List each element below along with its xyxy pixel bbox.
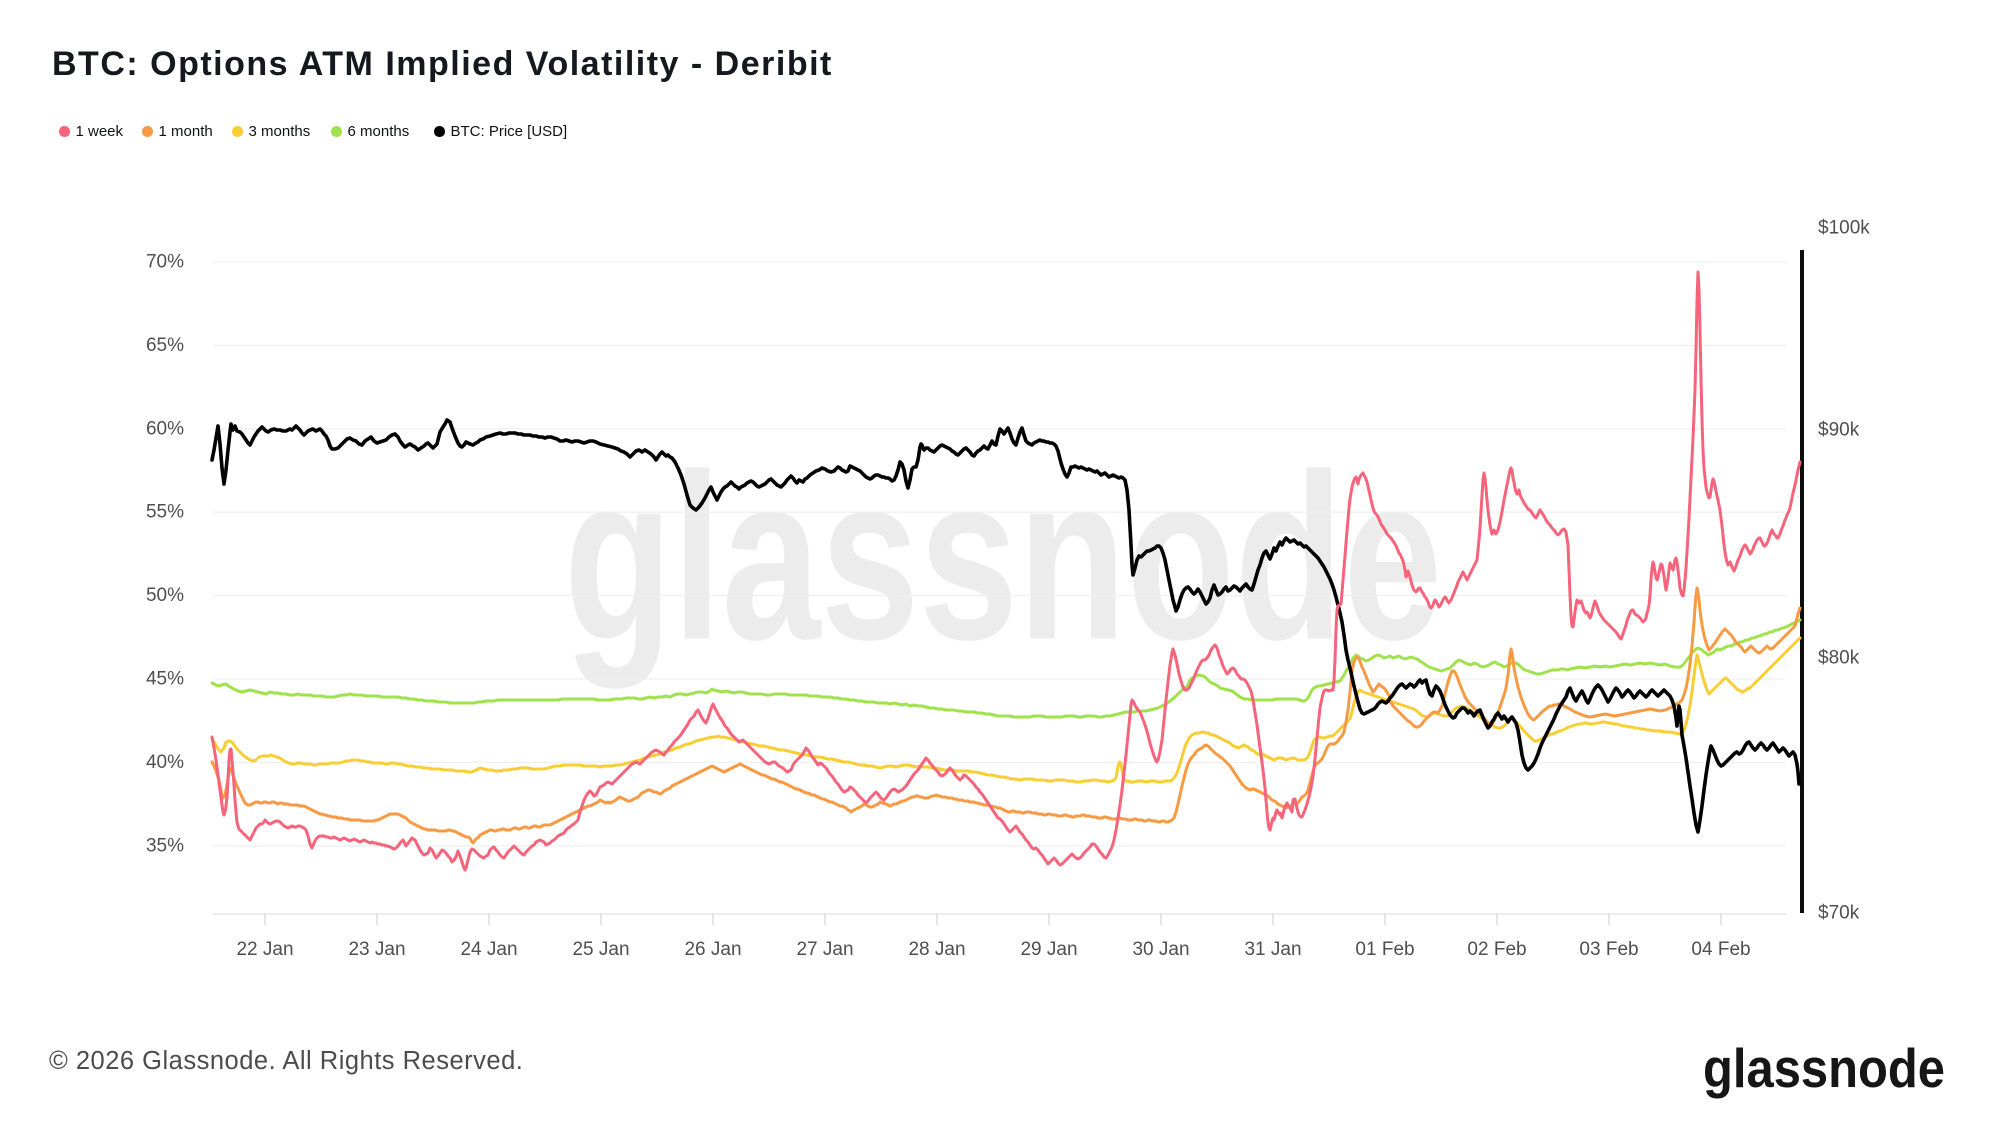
svg-text:glassnode: glassnode	[564, 426, 1442, 690]
svg-text:$90k: $90k	[1818, 420, 1860, 441]
svg-text:50%: 50%	[146, 585, 184, 606]
svg-text:01 Feb: 01 Feb	[1355, 939, 1414, 960]
svg-text:60%: 60%	[146, 418, 184, 439]
svg-text:23 Jan: 23 Jan	[348, 939, 405, 960]
svg-text:02 Feb: 02 Feb	[1467, 939, 1526, 960]
svg-text:40%: 40%	[146, 752, 184, 773]
svg-text:$70k: $70k	[1818, 903, 1860, 924]
svg-text:55%: 55%	[146, 502, 184, 523]
svg-text:28 Jan: 28 Jan	[908, 939, 965, 960]
svg-text:03 Feb: 03 Feb	[1579, 939, 1638, 960]
svg-text:$80k: $80k	[1818, 648, 1860, 669]
svg-text:25 Jan: 25 Jan	[572, 939, 629, 960]
svg-text:30 Jan: 30 Jan	[1132, 939, 1189, 960]
svg-text:24 Jan: 24 Jan	[460, 939, 517, 960]
svg-text:31 Jan: 31 Jan	[1244, 939, 1301, 960]
svg-text:$100k: $100k	[1818, 218, 1870, 239]
svg-text:35%: 35%	[146, 835, 184, 856]
svg-text:glassnode: glassnode	[1703, 1042, 1945, 1099]
svg-text:22 Jan: 22 Jan	[236, 939, 293, 960]
svg-text:26 Jan: 26 Jan	[684, 939, 741, 960]
svg-text:65%: 65%	[146, 335, 184, 356]
svg-text:29 Jan: 29 Jan	[1020, 939, 1077, 960]
svg-text:27 Jan: 27 Jan	[796, 939, 853, 960]
svg-text:04 Feb: 04 Feb	[1691, 939, 1750, 960]
svg-text:45%: 45%	[146, 669, 184, 690]
svg-text:70%: 70%	[146, 252, 184, 273]
